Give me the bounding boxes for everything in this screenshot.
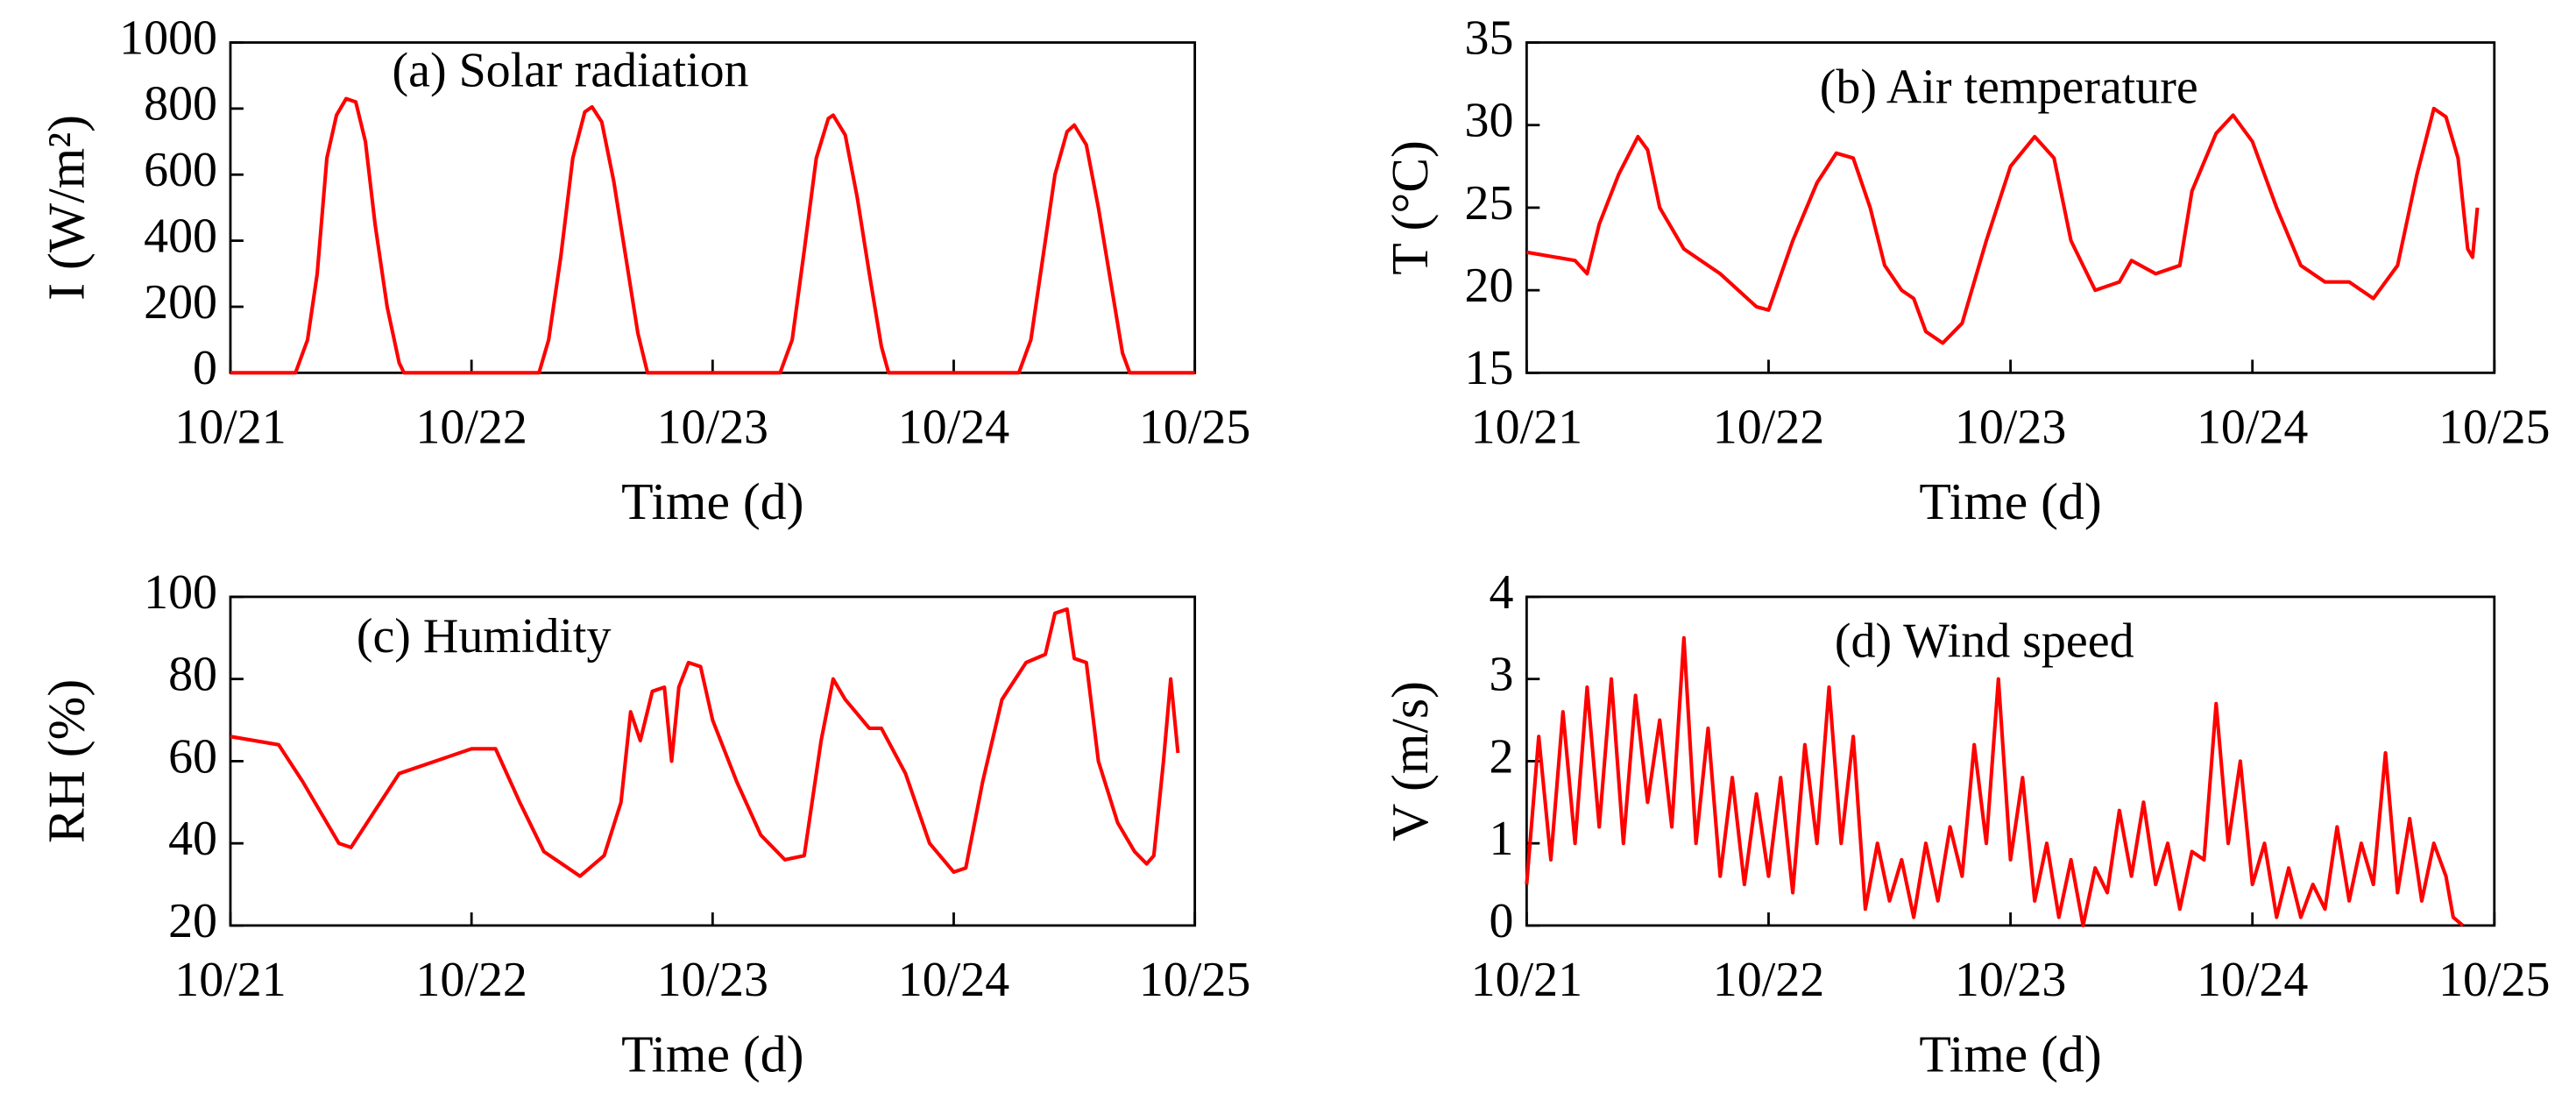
y-tick-label: 0 [1489,894,1513,948]
panel-title: (d) Wind speed [1835,614,2134,669]
y-axis-label: V (m/s) [1381,681,1439,841]
x-tick-label: 10/22 [1713,400,1824,454]
y-tick-label: 20 [168,894,217,948]
data-line [1526,106,2480,345]
x-tick-label: 10/22 [415,953,527,1007]
x-axis-label: Time (d) [1919,1025,2101,1083]
data-line [230,96,1195,375]
y-tick-label: 25 [1464,176,1513,231]
x-tick-label: 10/25 [1139,953,1250,1007]
data-line [1525,635,2465,927]
y-tick-label: 3 [1489,648,1513,702]
y-tick-label: 100 [144,565,217,620]
x-tick-label: 10/23 [1955,953,2066,1007]
x-tick-label: 10/21 [1471,400,1582,454]
y-tick-label: 80 [168,648,217,702]
y-tick-label: 200 [144,275,217,330]
y-tick-label: 800 [144,77,217,131]
y-tick-label: 600 [144,143,217,197]
x-tick-label: 10/21 [1471,953,1582,1007]
x-tick-label: 10/22 [415,400,527,454]
y-axis-label: I (W/m²) [38,115,96,301]
y-axis-label: RH (%) [38,679,96,843]
y-tick-label: 40 [168,812,217,866]
x-axis-label: Time (d) [621,1025,803,1083]
panel-title: (c) Humidity [357,609,612,663]
y-tick-label: 15 [1464,341,1513,395]
x-tick-label: 10/23 [657,953,768,1007]
data-line [230,607,1180,878]
x-tick-label: 10/23 [1955,400,2066,454]
x-axis-label: Time (d) [1919,472,2101,530]
x-tick-label: 10/21 [174,953,286,1007]
panel-title: (b) Air temperature [1820,60,2198,114]
x-tick-label: 10/22 [1713,953,1824,1007]
x-tick-label: 10/24 [2197,953,2308,1007]
y-tick-label: 35 [1464,11,1513,65]
y-tick-label: 30 [1464,94,1513,148]
y-tick-label: 0 [193,341,217,395]
x-tick-label: 10/21 [174,400,286,454]
y-tick-label: 20 [1464,259,1513,313]
x-tick-label: 10/25 [2438,400,2550,454]
x-tick-label: 10/23 [657,400,768,454]
x-axis-label: Time (d) [621,472,803,530]
x-tick-label: 10/25 [2438,953,2550,1007]
x-tick-label: 10/24 [898,953,1009,1007]
y-tick-label: 60 [168,729,217,784]
x-tick-label: 10/24 [898,400,1009,454]
y-tick-label: 1 [1489,812,1513,866]
x-tick-label: 10/24 [2197,400,2308,454]
y-axis-label: T (°C) [1381,140,1439,275]
y-tick-label: 4 [1489,565,1513,620]
x-tick-label: 10/25 [1139,400,1250,454]
y-tick-label: 1000 [119,11,217,65]
y-tick-label: 2 [1489,729,1513,784]
y-tick-label: 400 [144,209,217,263]
panel-title: (a) Solar radiation [392,44,748,98]
